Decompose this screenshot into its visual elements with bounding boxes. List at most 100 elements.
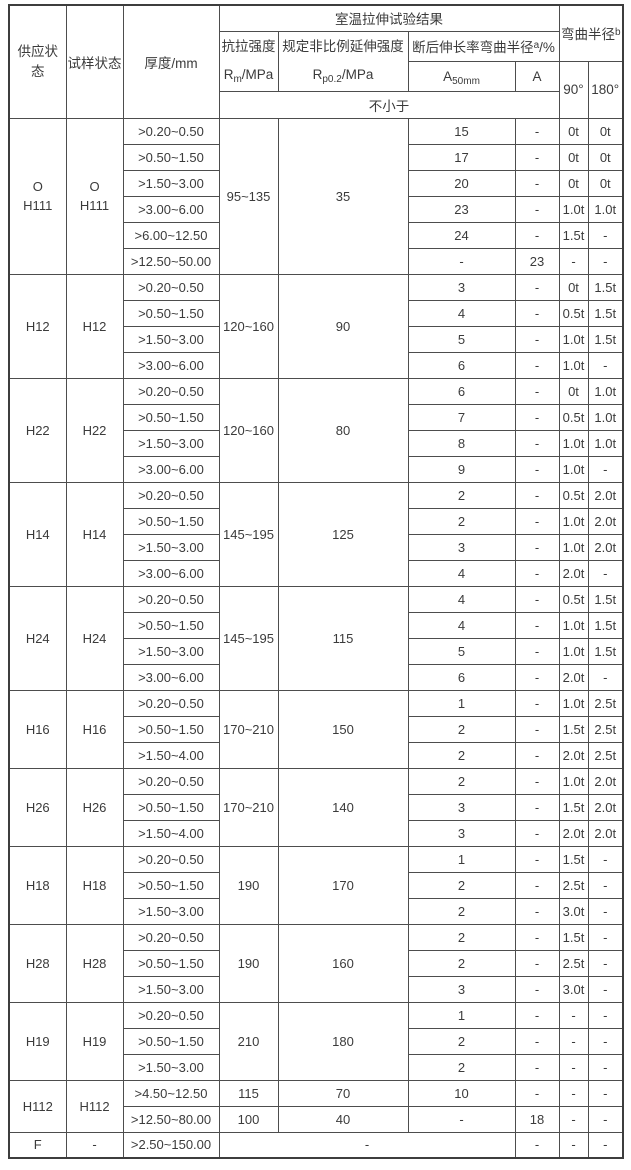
bend180-cell: 2.0t bbox=[587, 819, 624, 847]
thickness-cell: >0.50~1.50 bbox=[122, 507, 220, 535]
rp02-cell: 180 bbox=[277, 1001, 409, 1081]
bend180-cell: - bbox=[587, 663, 624, 691]
table-row: O H111 O H111 >0.20~0.50 95~135 35 15-0t 0t bbox=[8, 117, 624, 275]
sample-state-cell: H22 bbox=[65, 377, 124, 483]
thickness-cell: >0.50~1.50 bbox=[122, 299, 220, 327]
a50mm-cell: - bbox=[407, 1105, 516, 1133]
rm-cell: 190 bbox=[218, 923, 279, 1003]
table-row: >0.50~1.50 2-1.0t 2.0t bbox=[9, 507, 624, 535]
bend90-cell: 1.0t bbox=[558, 351, 589, 379]
rm-cell: 145~195 bbox=[218, 585, 279, 691]
sample-state-cell: H18 bbox=[65, 845, 124, 925]
bend90-cell: - bbox=[558, 1079, 589, 1107]
bend90-cell: 3.0t bbox=[558, 897, 589, 925]
a50mm-cell: 2 bbox=[407, 1053, 516, 1081]
sample-state-cell: H24 bbox=[65, 585, 124, 691]
a50mm-cell: 4 bbox=[407, 585, 516, 613]
thickness-cell: >1.50~3.00 bbox=[122, 325, 220, 353]
header-sample-state: 试样状态 bbox=[65, 4, 124, 119]
rm-cell: 145~195 bbox=[218, 481, 279, 587]
a-cell: - bbox=[514, 637, 560, 665]
table-row: >0.50~1.50 4-1.0t 1.5t bbox=[9, 611, 624, 639]
a-cell: - bbox=[514, 793, 560, 821]
a50mm-cell: 1 bbox=[407, 689, 516, 717]
material-properties-table: 供应状态 试样状态 厚度/mm 室温拉伸试验结果 弯曲半径b 抗拉强度 Rm/M… bbox=[8, 4, 624, 1159]
a-cell: 23 bbox=[514, 247, 560, 275]
bend180-cell: 1.5t bbox=[587, 299, 624, 327]
bend180-cell: 0t bbox=[587, 169, 624, 197]
table-row: >1.50~3.00 3-1.0t 2.0t bbox=[9, 533, 624, 561]
table-row: >12.50~50.00-23- - bbox=[9, 247, 624, 275]
bend90-cell: 0t bbox=[558, 117, 589, 145]
supply-state-cell: H12 bbox=[8, 273, 67, 379]
thickness-cell: >2.50~150.00 bbox=[122, 1131, 220, 1159]
supply-state-cell: H24 bbox=[8, 585, 67, 691]
bend180-cell: - bbox=[587, 897, 624, 925]
bend180-cell: - bbox=[587, 949, 624, 977]
table-row: H28 H28 >0.20~0.50 190 160 2-1.5t - bbox=[8, 923, 624, 1003]
a-cell: - bbox=[514, 741, 560, 769]
table-row: H14 H14 >0.20~0.50 145~195 125 2-0.5t 2.0t bbox=[8, 481, 624, 587]
bend180-cell: 1.5t bbox=[587, 585, 624, 613]
a50mm-cell: 6 bbox=[407, 663, 516, 691]
rp02-cell: 80 bbox=[277, 377, 409, 483]
bend180-cell: 1.0t bbox=[587, 429, 624, 457]
sample-state-cell: - bbox=[65, 1131, 124, 1159]
supply-state-cell: H28 bbox=[8, 923, 67, 1003]
header-90deg: 90° bbox=[558, 60, 589, 119]
bend180-cell: - bbox=[587, 351, 624, 379]
table-row: >0.50~1.50 2-1.5t 2.5t bbox=[9, 715, 624, 743]
sample-state-cell: H112 bbox=[65, 1079, 124, 1133]
table-row: H16 H16 >0.20~0.50 170~210 150 1-1.0t 2.5t bbox=[8, 689, 624, 769]
rm-cell: 190 bbox=[218, 845, 279, 925]
rp02-cell: 160 bbox=[277, 923, 409, 1003]
rm-cell: 170~210 bbox=[218, 689, 279, 769]
bend180-cell: - bbox=[587, 871, 624, 899]
rp02-cell: 115 bbox=[277, 585, 409, 691]
sample-state-cell: H28 bbox=[65, 923, 124, 1003]
table-row: F - >2.50~150.00- - - - bbox=[8, 1131, 624, 1159]
a-cell: - bbox=[514, 767, 560, 795]
table-row: >3.00~6.00 9-1.0t - bbox=[9, 455, 624, 483]
a50mm-cell: 1 bbox=[407, 1001, 516, 1029]
bend-radius-footnote-b: b bbox=[614, 27, 621, 39]
rm-cell: 95~135 bbox=[218, 117, 279, 275]
bend90-cell: 1.0t bbox=[558, 533, 589, 561]
a50mm-cell: 2 bbox=[407, 1027, 516, 1055]
thickness-cell: >0.20~0.50 bbox=[122, 1001, 220, 1029]
table-row: >1.50~4.00 3-2.0t 2.0t bbox=[9, 819, 624, 847]
a-cell: - bbox=[514, 845, 560, 873]
bend180-cell: - bbox=[587, 559, 624, 587]
thickness-cell: >1.50~3.00 bbox=[122, 429, 220, 457]
bend180-cell: - bbox=[587, 455, 624, 483]
header-proof-strength: 规定非比例延伸强度 Rp0.2/MPa bbox=[277, 30, 409, 92]
a-cell: - bbox=[514, 819, 560, 847]
table-row: H19 H19 >0.20~0.50 210 180 1- - - bbox=[8, 1001, 624, 1081]
thickness-cell: >0.50~1.50 bbox=[122, 949, 220, 977]
rm-cell: 170~210 bbox=[218, 767, 279, 847]
thickness-cell: >0.50~1.50 bbox=[122, 611, 220, 639]
bend90-cell: 2.5t bbox=[558, 949, 589, 977]
bend180-cell: - bbox=[587, 1001, 624, 1029]
bend90-cell: 0t bbox=[558, 169, 589, 197]
bend90-cell: 2.0t bbox=[558, 663, 589, 691]
sample-state-cell: O H111 bbox=[65, 117, 124, 275]
table-row: >0.50~1.50 2- - - bbox=[9, 1027, 624, 1055]
bend180-cell: 0t bbox=[587, 143, 624, 171]
bend90-cell: - bbox=[558, 1001, 589, 1029]
a-cell: - bbox=[514, 689, 560, 717]
a-cell: - bbox=[514, 117, 560, 145]
table-row: H26 H26 >0.20~0.50 170~210 140 2-1.0t 2.0t bbox=[8, 767, 624, 847]
thickness-cell: >0.50~1.50 bbox=[122, 143, 220, 171]
sample-state-cell: H26 bbox=[65, 767, 124, 847]
supply-state-cell: H112 bbox=[8, 1079, 67, 1133]
thickness-cell: >1.50~3.00 bbox=[122, 975, 220, 1003]
bend90-cell: - bbox=[558, 1027, 589, 1055]
bend90-cell: 1.0t bbox=[558, 455, 589, 483]
header-not-less-than: 不小于 bbox=[218, 90, 560, 119]
a50mm-cell: 3 bbox=[407, 533, 516, 561]
a50mm-cell: 6 bbox=[407, 351, 516, 379]
supply-state-cell: H22 bbox=[8, 377, 67, 483]
bend180-cell: - bbox=[587, 221, 624, 249]
a-cell: - bbox=[514, 325, 560, 353]
